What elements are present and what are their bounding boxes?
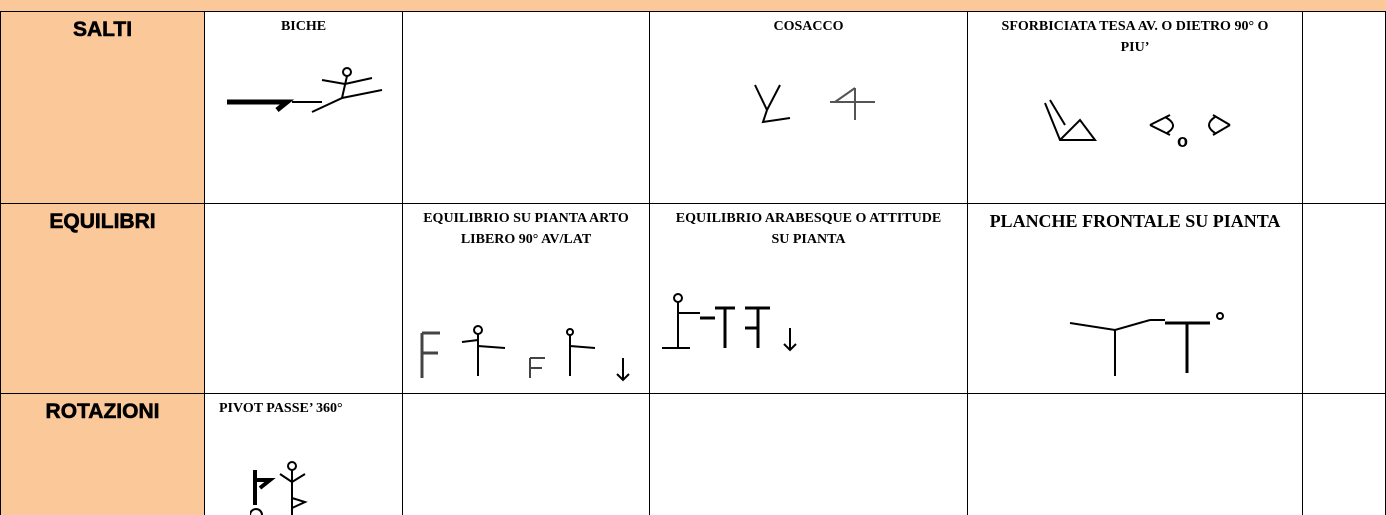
- cell-text: EQUILIBRIO ARABESQUE O ATTITUDE SU PIANT…: [650, 204, 968, 394]
- cell: [1303, 12, 1386, 204]
- cell-text: BICHE: [205, 12, 403, 204]
- cell: [205, 204, 403, 394]
- row-label: ROTAZIONI: [0, 394, 205, 515]
- equilibrio-icon: [420, 325, 630, 382]
- cell-text: PIVOT PASSE’ 360°: [205, 394, 403, 515]
- planche-icon: [1069, 312, 1224, 376]
- cell: [403, 12, 650, 204]
- cell: [1303, 394, 1386, 515]
- row-label: SALTI: [0, 12, 205, 204]
- cell: [1303, 204, 1386, 394]
- cell: [403, 394, 650, 515]
- cell-text: SFORBICIATA TESA AV. O DIETRO 90° O PIU’: [968, 12, 1303, 204]
- row-label: EQUILIBRI: [0, 204, 205, 394]
- arabesque-icon: [662, 293, 797, 352]
- header-strip: [0, 0, 1386, 12]
- sforbiciata-icon: [1044, 99, 1231, 141]
- cell-text: PLANCHE FRONTALE SU PIANTA: [968, 204, 1303, 394]
- pivot-icon: [250, 461, 308, 515]
- cell-text: COSACCO: [650, 12, 968, 204]
- connector-text: o: [1177, 131, 1188, 151]
- cell: [968, 394, 1303, 515]
- cell: [650, 394, 968, 515]
- cosacco-icon: [754, 84, 875, 124]
- cell-text: EQUILIBRIO SU PIANTA ARTO LIBERO 90° AV/…: [403, 204, 650, 394]
- biche-icon: [227, 67, 383, 113]
